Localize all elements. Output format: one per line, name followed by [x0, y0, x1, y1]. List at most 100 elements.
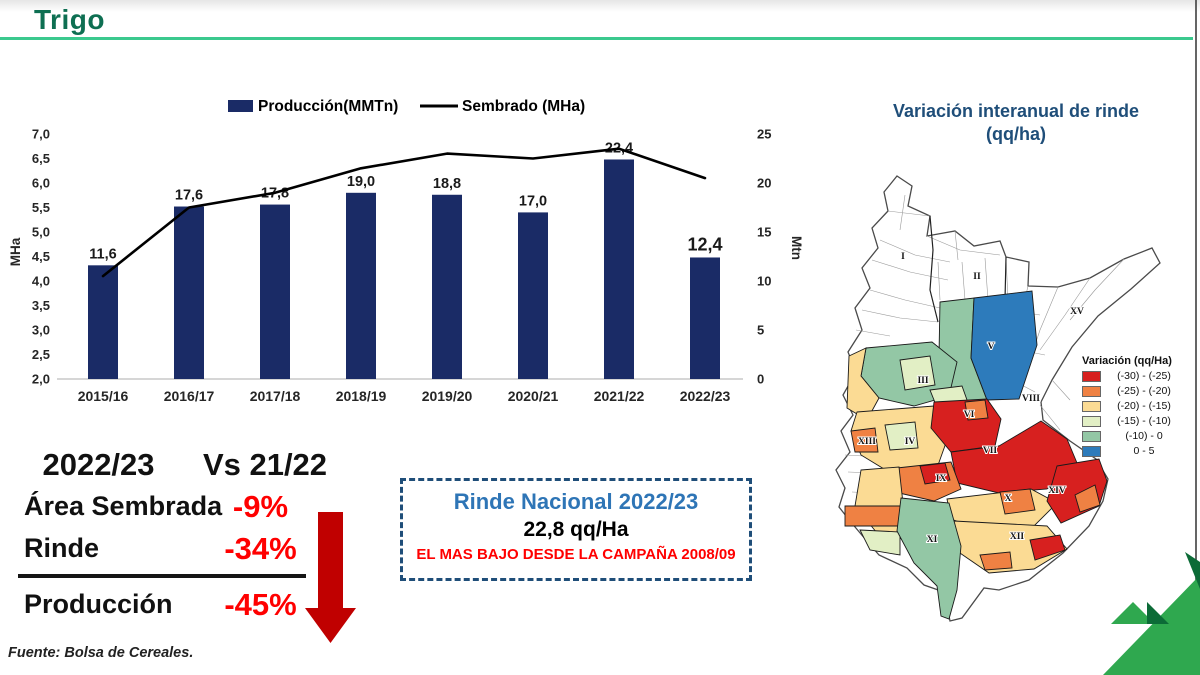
left-axis-tick: 6,5	[32, 151, 50, 166]
summary-header-vs: Vs 21/22	[202, 447, 328, 482]
map-legend-items: (-30) - (-25) (-25) - (-20) (-20) - (-15) (…	[1082, 370, 1200, 457]
chart-bars: 11,617,6 17,819,0 18,817,022,412,4	[88, 140, 723, 379]
bar-value-label: 18,8	[433, 176, 461, 192]
bar-value-label: 17,0	[519, 193, 547, 209]
map-legend-label: (-20) - (-15)	[1117, 400, 1171, 412]
bar-2021/22	[604, 159, 634, 379]
right-axis-tick: 15	[757, 225, 771, 240]
bar-2022/23	[690, 257, 720, 379]
left-axis-tick: 4,5	[32, 249, 50, 264]
map-title: Variación interanual de rinde (qq/ha)	[846, 100, 1186, 147]
map-legend-label: (-15) - (-10)	[1117, 415, 1171, 427]
map-legend-label: (-25) - (-20)	[1117, 385, 1171, 397]
map-legend: Variación (qq/Ha) (-30) - (-25) (-25) - (…	[1082, 355, 1200, 457]
right-axis-tick: 20	[757, 176, 771, 191]
x-axis-label: 2017/18	[250, 388, 301, 404]
x-axis-label: 2020/21	[508, 388, 559, 404]
page-title: Trigo	[34, 4, 105, 35]
left-axis-tick: 5,0	[32, 225, 50, 240]
map-zone-label-XIII: XIII	[858, 437, 876, 447]
left-axis-tick: 5,5	[32, 200, 50, 215]
map-title-line2: (qq/ha)	[986, 124, 1046, 145]
bar-2020/21	[518, 212, 548, 379]
summary-value-area-sembrada: -9%	[232, 489, 289, 524]
map-zone-label-X: X	[1005, 494, 1012, 504]
rinde-callout-box: Rinde Nacional 2022/23 22,8 qq/Ha EL MAS…	[400, 478, 752, 581]
map-zone-label-XI: XI	[927, 535, 938, 545]
legend-swatch-produccion	[228, 100, 253, 112]
bar-2017/18	[260, 204, 290, 379]
right-axis-tick: 25	[757, 127, 771, 142]
map-legend-label: 0 - 5	[1133, 445, 1155, 457]
bar-value-label: 12,4	[687, 234, 722, 254]
right-axis-tick: 5	[757, 323, 764, 338]
left-axis-title: MHa	[8, 237, 23, 266]
left-axis-tick: 2,0	[32, 372, 50, 387]
summary-label-rinde: Rinde	[24, 533, 100, 563]
left-axis-tick: 2,5	[32, 347, 50, 362]
chart-axes: 7,0 6,5 6,0 5,5 5,0 4,5 4,0 3,5 3,0 2,5 2,0 25 20 15 1…	[8, 127, 804, 387]
title-underline	[0, 37, 1193, 40]
left-axis-tick: 3,0	[32, 323, 50, 338]
summary-label-produccion: Producción	[24, 589, 173, 619]
map-legend-item: (-10) - 0	[1082, 430, 1200, 442]
map-zone-label-II: II	[973, 272, 981, 282]
x-axis-label: 2018/19	[336, 388, 387, 404]
map-legend-item: 0 - 5	[1082, 445, 1200, 457]
bar-value-label: 19,0	[347, 174, 375, 190]
map-region-borders	[929, 215, 1007, 323]
map-legend-label: (-10) - 0	[1125, 430, 1163, 442]
legend-label-sembrado: Sembrado (MHa)	[462, 98, 585, 115]
left-axis-tick: 4,0	[32, 274, 50, 289]
map-legend-swatch	[1082, 370, 1101, 382]
map-zone-label-VII: VII	[983, 446, 998, 456]
map-zone-label-I: I	[901, 252, 905, 262]
x-axis-label: 2016/17	[164, 388, 215, 404]
chart-legend: Producción(MMTn) Sembrado (MHa)	[228, 98, 585, 115]
corner-decoration	[1103, 552, 1200, 675]
map-legend-swatch	[1082, 400, 1101, 412]
map-zone-label-XII: XII	[1010, 532, 1025, 542]
map-zone-label-IX: IX	[936, 474, 947, 484]
map-legend-item: (-15) - (-10)	[1082, 415, 1200, 427]
x-axis-label: 2021/22	[594, 388, 645, 404]
left-axis-tick: 3,5	[32, 298, 50, 313]
down-arrow	[305, 512, 356, 643]
bar-2018/19	[346, 192, 376, 379]
legend-label-produccion: Producción(MMTn)	[258, 98, 398, 115]
chart-x-labels: 2015/16 2016/17 2017/18 2018/19 2019/20 2020/…	[78, 388, 731, 404]
map-zone-label-XV: XV	[1070, 307, 1084, 317]
map-zone-label-IV: IV	[905, 437, 916, 447]
summary-separator	[18, 574, 306, 578]
map-zone-label-VI: VI	[964, 410, 975, 420]
bar-2016/17	[174, 206, 204, 379]
map-zone-label-VIII: VIII	[1022, 394, 1040, 404]
callout-value: 22,8 qq/Ha	[523, 518, 629, 542]
right-axis-title: Mtn	[789, 236, 804, 260]
map-legend-title: Variación (qq/Ha)	[1082, 355, 1172, 367]
x-axis-label: 2019/20	[422, 388, 473, 404]
left-axis-tick: 6,0	[32, 176, 50, 191]
source-note: Fuente: Bolsa de Cereales.	[8, 645, 194, 661]
chart-line-series	[101, 147, 707, 278]
sembrado-line	[101, 147, 707, 278]
summary-value-produccion: -45%	[224, 587, 297, 622]
map-zone-label-XIV: XIV	[1048, 486, 1066, 496]
left-axis-tick: 7,0	[32, 127, 50, 142]
bar-2015/16	[88, 265, 118, 379]
map-legend-item: (-20) - (-15)	[1082, 400, 1200, 412]
map-legend-swatch	[1082, 385, 1101, 397]
map-legend-swatch	[1082, 445, 1101, 457]
bar-value-label: 17,6	[175, 188, 203, 204]
map-legend-item: (-25) - (-20)	[1082, 385, 1200, 397]
map-zone-label-III: III	[917, 376, 928, 386]
top-gradient	[0, 0, 1200, 12]
callout-title: Rinde Nacional 2022/23	[453, 489, 699, 514]
right-axis-tick: 0	[757, 372, 764, 387]
map-zone-label-V: V	[988, 342, 995, 352]
map-legend-swatch	[1082, 430, 1101, 442]
callout-note: EL MAS BAJO DESDE LA CAMPAÑA 2008/09	[416, 545, 736, 563]
map-legend-item: (-30) - (-25)	[1082, 370, 1200, 382]
